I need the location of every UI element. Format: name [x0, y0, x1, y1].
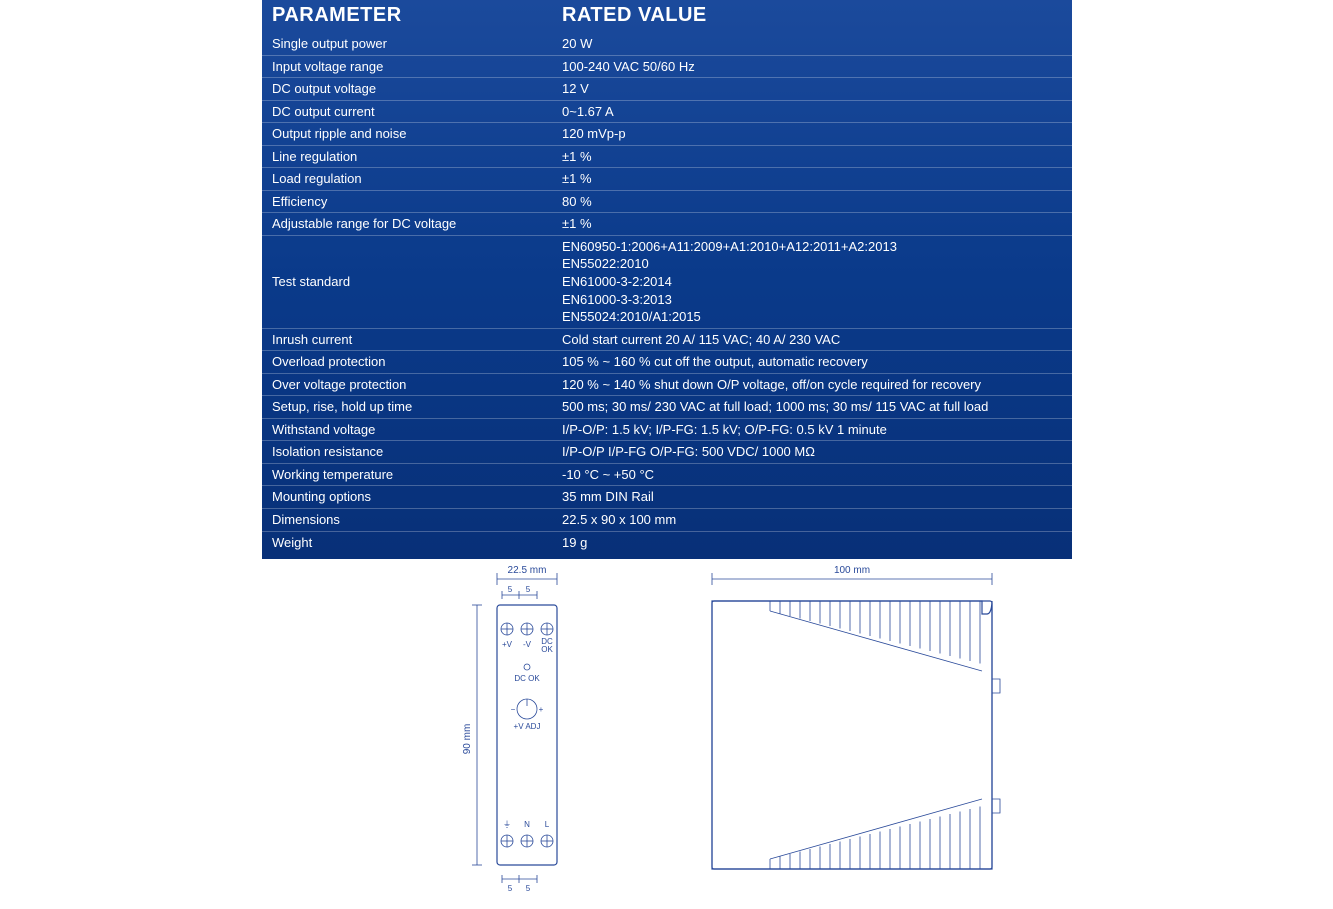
cell-parameter: DC output current — [262, 100, 552, 123]
table-row: DC output voltage12 V — [262, 78, 1072, 101]
table-row: Single output power20 W — [262, 33, 1072, 55]
side-width-label: 100 mm — [834, 565, 870, 576]
cell-value: 22.5 x 90 x 100 mm — [552, 509, 1072, 532]
pot-minus: − — [511, 705, 516, 714]
cell-parameter: Single output power — [262, 33, 552, 55]
cell-value: I/P-O/P I/P-FG O/P-FG: 500 VDC/ 1000 MΩ — [552, 441, 1072, 464]
cell-parameter: Load regulation — [262, 168, 552, 191]
cell-value: EN60950-1:2006+A11:2009+A1:2010+A12:2011… — [552, 235, 1072, 328]
table-row: Dimensions22.5 x 90 x 100 mm — [262, 509, 1072, 532]
cell-parameter: Test standard — [262, 235, 552, 328]
table-row: Withstand voltageI/P-O/P: 1.5 kV; I/P-FG… — [262, 418, 1072, 441]
spec-table: PARAMETER RATED VALUE Single output powe… — [262, 0, 1072, 559]
cell-parameter: Isolation resistance — [262, 441, 552, 464]
cell-parameter: Working temperature — [262, 463, 552, 486]
cell-parameter: Efficiency — [262, 190, 552, 213]
cell-value: 120 % ~ 140 % shut down O/P voltage, off… — [552, 373, 1072, 396]
cell-value: 19 g — [552, 531, 1072, 559]
cell-value: I/P-O/P: 1.5 kV; I/P-FG: 1.5 kV; O/P-FG:… — [552, 418, 1072, 441]
top-terminals — [501, 623, 553, 635]
table-row: Working temperature-10 °C ~ +50 °C — [262, 463, 1072, 486]
front-view-diagram: 22.5 mm 5 5 +V -V DCOK DC OK − + +V ADJ … — [442, 559, 612, 909]
bottom-cooling-fins — [770, 799, 982, 869]
table-row: Load regulation±1 % — [262, 168, 1072, 191]
svg-text:5: 5 — [526, 884, 531, 893]
table-row: Line regulation±1 % — [262, 145, 1072, 168]
table-row: Efficiency80 % — [262, 190, 1072, 213]
table-row: Adjustable range for DC voltage±1 % — [262, 213, 1072, 236]
table-header-row: PARAMETER RATED VALUE — [262, 0, 1072, 33]
cell-parameter: Weight — [262, 531, 552, 559]
dimension-diagrams: 22.5 mm 5 5 +V -V DCOK DC OK − + +V ADJ … — [262, 559, 1072, 909]
cell-value: 80 % — [552, 190, 1072, 213]
table-row: Test standardEN60950-1:2006+A11:2009+A1:… — [262, 235, 1072, 328]
front-width-label: 22.5 mm — [508, 565, 547, 576]
cell-value: 12 V — [552, 78, 1072, 101]
cell-parameter: Output ripple and noise — [262, 123, 552, 146]
terminal-minus-v: -V — [523, 640, 532, 649]
cell-parameter: Input voltage range — [262, 55, 552, 78]
terminal-n: N — [524, 820, 530, 829]
cell-value: ±1 % — [552, 213, 1072, 236]
table-row: Weight19 g — [262, 531, 1072, 559]
pot-plus: + — [539, 705, 544, 714]
table-row: Output ripple and noise120 mVp-p — [262, 123, 1072, 146]
table-row: Over voltage protection120 % ~ 140 % shu… — [262, 373, 1072, 396]
cell-parameter: Inrush current — [262, 328, 552, 351]
cell-value: 120 mVp-p — [552, 123, 1072, 146]
side-view-diagram: 100 mm — [682, 559, 1032, 889]
cell-parameter: Dimensions — [262, 509, 552, 532]
terminal-dc-ok: DCOK — [541, 637, 553, 654]
terminal-l: L — [545, 820, 550, 829]
pin-spacing-left: 5 — [508, 585, 513, 594]
cell-value: 0~1.67 A — [552, 100, 1072, 123]
table-row: Input voltage range100-240 VAC 50/60 Hz — [262, 55, 1072, 78]
cell-value: -10 °C ~ +50 °C — [552, 463, 1072, 486]
cell-parameter: Withstand voltage — [262, 418, 552, 441]
table-row: DC output current0~1.67 A — [262, 100, 1072, 123]
pot-label: +V ADJ — [514, 722, 541, 731]
cell-value: 100-240 VAC 50/60 Hz — [552, 55, 1072, 78]
cell-parameter: Adjustable range for DC voltage — [262, 213, 552, 236]
table-row: Overload protection105 % ~ 160 % cut off… — [262, 351, 1072, 374]
cell-value: Cold start current 20 A/ 115 VAC; 40 A/ … — [552, 328, 1072, 351]
cell-parameter: DC output voltage — [262, 78, 552, 101]
cell-value: 105 % ~ 160 % cut off the output, automa… — [552, 351, 1072, 374]
dc-ok-led-label: DC OK — [514, 674, 540, 683]
header-rated-value: RATED VALUE — [552, 0, 1072, 33]
cell-parameter: Mounting options — [262, 486, 552, 509]
cell-parameter: Overload protection — [262, 351, 552, 374]
terminal-ground-symbol: ⏚ — [503, 820, 511, 829]
table-row: Setup, rise, hold up time500 ms; 30 ms/ … — [262, 396, 1072, 419]
bottom-terminals — [501, 835, 553, 847]
table-row: Inrush currentCold start current 20 A/ 1… — [262, 328, 1072, 351]
terminal-plus-v: +V — [502, 640, 513, 649]
cell-value: 35 mm DIN Rail — [552, 486, 1072, 509]
svg-text:5: 5 — [508, 884, 513, 893]
cell-parameter: Line regulation — [262, 145, 552, 168]
cell-value: 20 W — [552, 33, 1072, 55]
cell-value: ±1 % — [552, 168, 1072, 191]
header-parameter: PARAMETER — [262, 0, 552, 33]
cell-value: 500 ms; 30 ms/ 230 VAC at full load; 100… — [552, 396, 1072, 419]
front-height-label: 90 mm — [462, 724, 473, 755]
table-row: Mounting options35 mm DIN Rail — [262, 486, 1072, 509]
table-row: Isolation resistanceI/P-O/P I/P-FG O/P-F… — [262, 441, 1072, 464]
cell-value: ±1 % — [552, 145, 1072, 168]
cell-parameter: Over voltage protection — [262, 373, 552, 396]
pin-spacing-right: 5 — [526, 585, 531, 594]
top-cooling-fins — [770, 601, 982, 671]
cell-parameter: Setup, rise, hold up time — [262, 396, 552, 419]
